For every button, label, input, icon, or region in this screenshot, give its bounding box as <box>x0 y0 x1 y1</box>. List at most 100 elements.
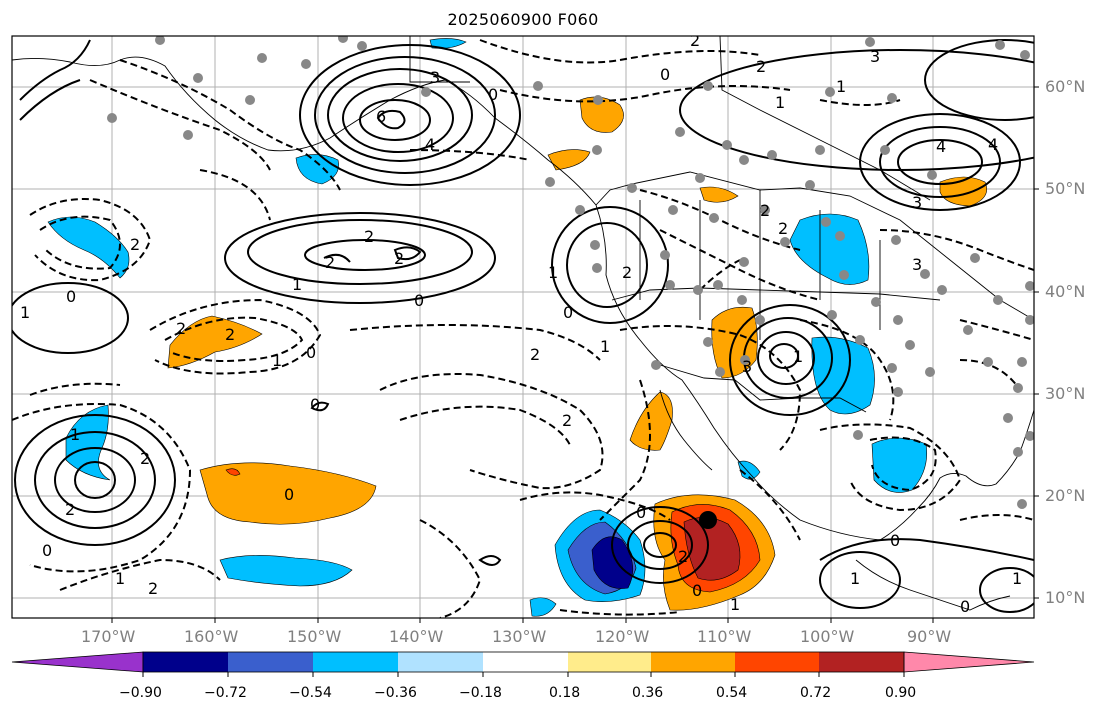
colorbar-segment <box>483 652 568 672</box>
contour-label: 3 <box>742 357 752 376</box>
longitude-label: 120°W <box>595 627 650 646</box>
positive-contours <box>12 39 1034 613</box>
latitude-label: 60°N <box>1045 77 1086 96</box>
contour-label: 1 <box>70 425 80 444</box>
contour-label: 1 <box>20 303 30 322</box>
contour-label: 0 <box>960 597 970 616</box>
contour-label: 3 <box>912 255 922 274</box>
map-title: 2025060900 F060 <box>447 10 599 29</box>
contour-label: 0 <box>414 291 424 310</box>
colorbar-tick-label: −0.90 <box>119 685 162 701</box>
axis-ticks <box>111 86 1039 623</box>
contour-label: 0 <box>284 485 294 504</box>
contour-label: 0 <box>42 541 52 560</box>
contour-label: 0 <box>310 395 320 414</box>
contour-label: 1 <box>292 275 302 294</box>
latitude-label: 20°N <box>1045 486 1086 505</box>
contour-label: 2 <box>130 235 140 254</box>
contour-label: 0 <box>306 343 316 362</box>
contour-label: 2 <box>690 31 700 50</box>
contour-label: 2 <box>325 253 335 272</box>
latitude-label: 30°N <box>1045 384 1086 403</box>
contour-label: 2 <box>176 319 186 338</box>
contour-label: 0 <box>660 65 670 84</box>
contour-label: 0 <box>890 531 900 550</box>
contour-label: 2 <box>364 227 374 246</box>
contour-label: 6 <box>376 107 386 126</box>
coastlines <box>12 36 1034 611</box>
colorbar-tick-label: 0.90 <box>885 685 917 701</box>
contour-label: 1 <box>548 263 558 282</box>
colorbar-tick-label: −0.36 <box>374 685 417 701</box>
contour-label: 2 <box>562 411 572 430</box>
contour-label: 2 <box>760 201 770 220</box>
contour-label: 0 <box>636 503 646 522</box>
contour-label: 2 <box>778 219 788 238</box>
contour-label: 1 <box>836 77 846 96</box>
contour-label: 2 <box>530 345 540 364</box>
colorbar-tick-label: −0.18 <box>459 685 502 701</box>
longitude-label: 110°W <box>697 627 752 646</box>
longitude-label: 140°W <box>389 627 444 646</box>
negative-contours <box>12 39 1034 618</box>
longitude-label: 100°W <box>800 627 855 646</box>
contour-label: 4 <box>425 135 435 154</box>
contour-label: 2 <box>65 500 75 519</box>
colorbar-segment <box>819 652 904 672</box>
colorbar-tick-label: 0.18 <box>549 685 581 701</box>
contour-label: 3 <box>430 68 440 87</box>
contour-label: 4 <box>936 137 946 156</box>
latitude-label: 50°N <box>1045 179 1086 198</box>
longitude-label: 150°W <box>287 627 342 646</box>
contour-label: 0 <box>563 303 573 322</box>
storm-center-marker <box>699 511 717 529</box>
contour-label: 2 <box>622 263 632 282</box>
contour-label: 1 <box>793 347 803 366</box>
colorbar-tick-label: −0.54 <box>289 685 332 701</box>
colorbar-segment <box>143 652 228 672</box>
contour-label: 1 <box>775 93 785 112</box>
colorbar-segment <box>651 652 735 672</box>
colorbar-segment <box>313 652 398 672</box>
longitude-label: 160°W <box>184 627 239 646</box>
contour-label: 1 <box>115 569 125 588</box>
latitude-label: 40°N <box>1045 282 1086 301</box>
colorbar-tick-label: −0.72 <box>204 685 247 701</box>
contour-label: 0 <box>488 85 498 104</box>
contour-label: 2 <box>225 325 235 344</box>
contour-label: 2 <box>148 579 158 598</box>
colorbar-segment <box>735 652 819 672</box>
contour-label: 0 <box>66 287 76 306</box>
colorbar <box>11 651 1035 677</box>
longitude-label: 90°W <box>907 627 952 646</box>
contour-label: 1 <box>600 337 610 356</box>
contour-labels: 4 3 6 4 0 1 2 2 1 2 0 1 2 1 0 2 2 0 2 1 … <box>20 31 1022 616</box>
contour-label: 3 <box>870 47 880 66</box>
colorbar-segment <box>228 652 313 672</box>
map-area: 4 3 6 4 0 1 2 2 1 2 0 1 2 1 0 2 2 0 2 1 … <box>12 31 1034 618</box>
colorbar-segment <box>903 651 1035 673</box>
colorbar-tick-label: 0.72 <box>800 685 832 701</box>
contour-label: 2 <box>140 449 150 468</box>
contour-label: 2 <box>678 547 688 566</box>
contour-label: 2 <box>756 57 766 76</box>
contour-label: 1 <box>272 351 282 370</box>
graticule <box>12 36 1034 618</box>
contour-label: 1 <box>850 569 860 588</box>
colorbar-segment <box>398 652 483 672</box>
latitude-label: 10°N <box>1045 588 1086 607</box>
longitude-label: 170°W <box>81 627 136 646</box>
contour-label: 3 <box>912 193 922 212</box>
contour-label: 1 <box>730 595 740 614</box>
contour-label: 2 <box>394 249 404 268</box>
colorbar-tick-label: 0.36 <box>632 685 664 701</box>
colorbar-segment <box>11 651 144 673</box>
contour-label: 4 <box>988 135 998 154</box>
station-markers <box>107 36 1034 509</box>
colorbar-tick-label: 0.54 <box>716 685 748 701</box>
contour-label: 1 <box>1012 569 1022 588</box>
contour-label: 0 <box>692 581 702 600</box>
colorbar-segment <box>568 652 651 672</box>
longitude-label: 130°W <box>492 627 547 646</box>
